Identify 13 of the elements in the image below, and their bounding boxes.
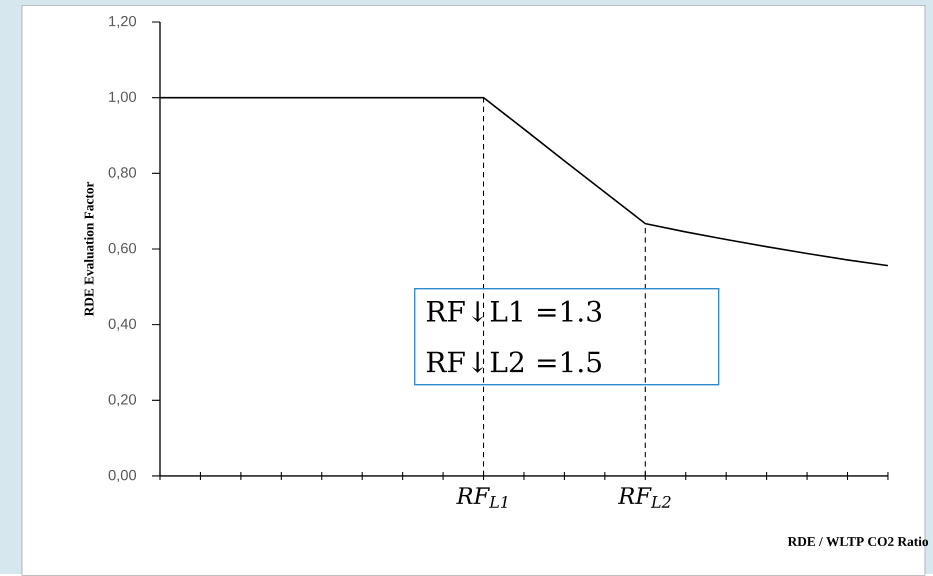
- y-axis-title: RDE Evaluation Factor: [84, 182, 94, 316]
- y-tick-label: 0,60: [108, 243, 136, 256]
- x-tick-label: RF$_{L1}$: [456, 488, 507, 508]
- annotation: RF↓L1 =1.3: [426, 300, 601, 322]
- annotation: RF↓L2 =1.5: [426, 352, 601, 373]
- y-tick-label: 0,80: [108, 168, 136, 180]
- y-tick-label: 1,20: [109, 16, 136, 28]
- x-axis-title: RDE / WLTP CO2 Ratio: [788, 536, 928, 546]
- x-tick-label: RF$_{L2}$: [618, 488, 671, 508]
- y-tick-label: 0,40: [108, 318, 136, 331]
- y-tick-label: 1,00: [109, 92, 136, 104]
- y-tick-label: 0,00: [108, 470, 136, 482]
- y-tick-label: 0,20: [108, 394, 136, 407]
